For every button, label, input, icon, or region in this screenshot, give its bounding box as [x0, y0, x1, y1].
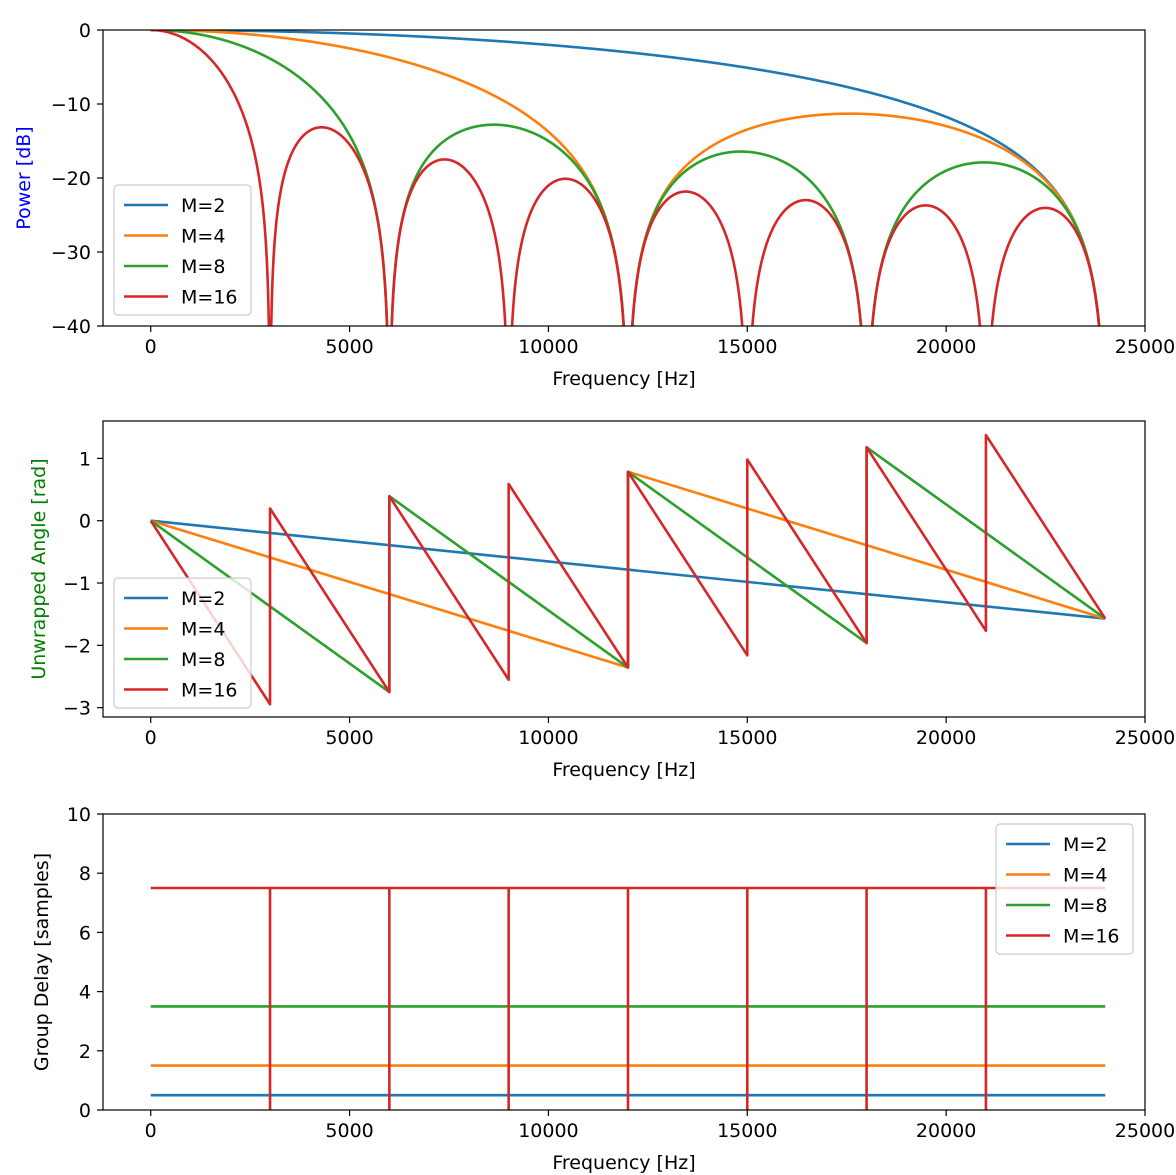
x-tick-label: 10000 — [518, 1120, 578, 1142]
y-tick-label: 1 — [79, 448, 91, 470]
x-tick-label: 20000 — [916, 336, 976, 358]
x-tick-label: 10000 — [518, 727, 578, 749]
series-line-m16 — [150, 886, 1106, 1110]
x-tick-label: 0 — [145, 336, 157, 358]
legend-label: M=4 — [1063, 865, 1107, 887]
legend-label: M=16 — [181, 680, 238, 702]
x-tick-label: 5000 — [325, 1120, 373, 1142]
legend-label: M=16 — [181, 287, 238, 309]
x-axis-label: Frequency [Hz] — [552, 368, 695, 390]
legend-label: M=4 — [181, 226, 225, 248]
legend-box — [113, 184, 252, 316]
axes-frame — [102, 813, 1146, 1111]
x-tick-label: 0 — [145, 1120, 157, 1142]
legend-label: M=2 — [181, 195, 225, 217]
x-tick-label: 15000 — [717, 336, 777, 358]
axes-frame — [102, 420, 1146, 718]
x-tick-label: 0 — [145, 727, 157, 749]
y-tick-label: −10 — [51, 94, 91, 116]
y-tick-label: −30 — [51, 242, 91, 264]
x-tick-label: 5000 — [325, 336, 373, 358]
legend-box — [995, 823, 1134, 955]
y-axis-label: Power [dB] — [13, 126, 35, 229]
series-group — [150, 886, 1106, 1110]
y-axis-label: Unwrapped Angle [rad] — [28, 458, 50, 679]
legend-label: M=8 — [181, 256, 225, 278]
y-tick-label: −1 — [63, 573, 91, 595]
x-tick-label: 25000 — [1115, 1120, 1175, 1142]
x-tick-label: 15000 — [717, 1120, 777, 1142]
series-group — [149, 30, 1101, 326]
legend: M=2 M=4 M=8 M=16 — [113, 577, 252, 709]
x-tick-label: 15000 — [717, 727, 777, 749]
legend: M=2 M=4 M=8 M=16 — [995, 823, 1134, 955]
subplot-3: 0 5000 10000 15000 20000 25000 0 2 4 6 8 10 Frequenc… — [31, 804, 1175, 1174]
legend-label: M=2 — [181, 588, 225, 610]
series-line-m16 — [149, 30, 1101, 326]
series-line-m4 — [149, 30, 1101, 326]
legend: M=2 M=4 M=8 M=16 — [113, 184, 252, 316]
y-tick-label: 8 — [79, 863, 91, 885]
x-tick-label: 20000 — [916, 727, 976, 749]
series-line-m2 — [149, 30, 1101, 326]
series-line-m16 — [149, 433, 1107, 706]
subplot-2: 0 5000 10000 15000 20000 25000 1 0 −1 −2 −3 Frequen… — [28, 420, 1175, 781]
y-tick-label: 6 — [79, 922, 91, 944]
x-tick-label: 25000 — [1115, 336, 1175, 358]
y-tick-label: 10 — [67, 804, 91, 826]
series-line-m8 — [149, 30, 1101, 326]
y-axis-label: Group Delay [samples] — [31, 853, 53, 1071]
subplot-1: 0 5000 10000 15000 20000 25000 0 −10 −20 −30 −40 Fr… — [13, 20, 1175, 390]
x-tick-label: 5000 — [325, 727, 373, 749]
y-tick-label: −2 — [63, 635, 91, 657]
x-tick-label: 10000 — [518, 336, 578, 358]
y-tick-label: 0 — [79, 1100, 91, 1122]
x-axis-label: Frequency [Hz] — [552, 1152, 695, 1174]
y-tick-label: −3 — [63, 698, 91, 720]
x-tick-label: 25000 — [1115, 727, 1175, 749]
y-tick-label: 0 — [79, 20, 91, 42]
legend-label: M=16 — [1063, 926, 1120, 948]
legend-box — [113, 577, 252, 709]
y-tick-label: 2 — [79, 1041, 91, 1063]
y-tick-label: −40 — [51, 316, 91, 338]
legend-label: M=8 — [1063, 895, 1107, 917]
legend-label: M=4 — [181, 619, 225, 641]
series-group — [149, 433, 1107, 706]
y-tick-label: −20 — [51, 168, 91, 190]
y-tick-label: 4 — [79, 982, 91, 1004]
x-tick-label: 20000 — [916, 1120, 976, 1142]
x-axis-label: Frequency [Hz] — [552, 759, 695, 781]
y-tick-label: 0 — [79, 511, 91, 533]
legend-label: M=2 — [1063, 834, 1107, 856]
legend-label: M=8 — [181, 649, 225, 671]
